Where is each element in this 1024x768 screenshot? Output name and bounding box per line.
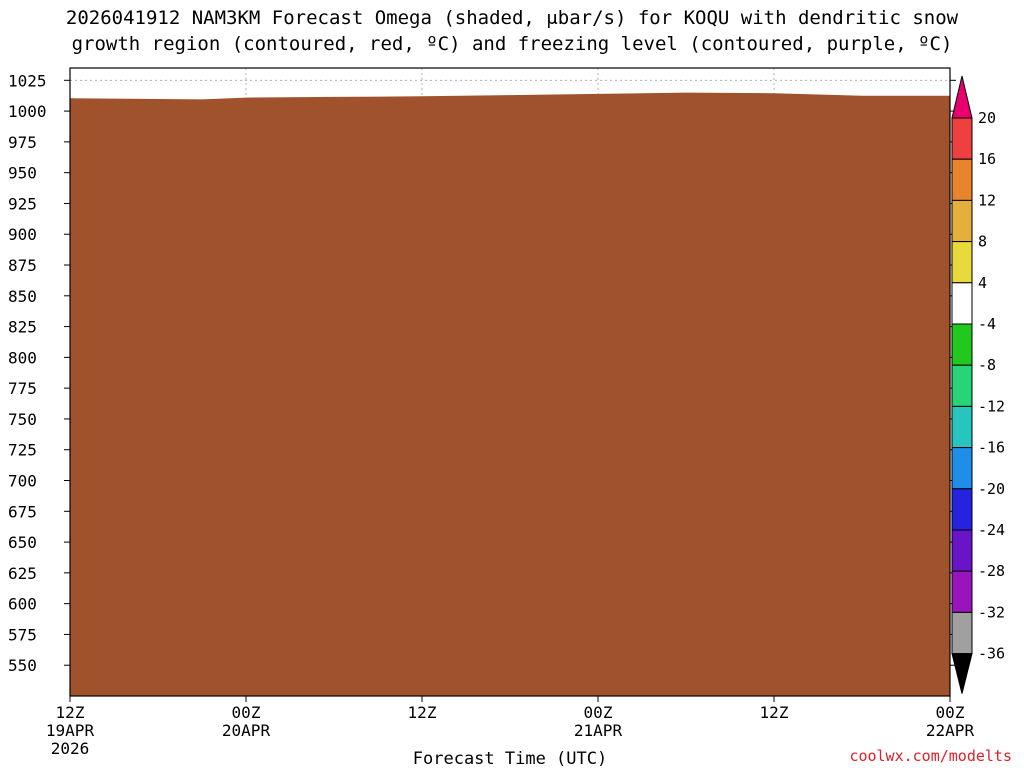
colorbar-label: -16 — [978, 439, 1005, 457]
colorbar-bin — [951, 158, 973, 201]
y-tick-label: 700 — [8, 472, 37, 491]
y-tick-label: 825 — [8, 318, 37, 337]
colorbar-label: 8 — [978, 233, 987, 251]
colorbar-label: 20 — [978, 109, 996, 127]
y-tick-label: 950 — [8, 164, 37, 183]
x-tick-date: 21APR — [574, 721, 623, 740]
colorbar-label: 12 — [978, 191, 996, 209]
y-tick-label: 575 — [8, 625, 37, 644]
y-tick-label: 925 — [8, 194, 37, 213]
y-tick-label: 550 — [8, 656, 37, 675]
y-tick-label: 975 — [8, 133, 37, 152]
colorbar-bin — [951, 282, 973, 325]
colorbar-label: 4 — [978, 274, 987, 292]
colorbar: 20 16 12 8 4 -4 -8 -12 -16 -20 -24 -28 -32 -36 — [951, 75, 1005, 694]
colorbar-bin — [951, 364, 973, 407]
x-tick-label: 00Z — [232, 703, 261, 722]
colorbar-label: -36 — [978, 645, 1005, 663]
colorbar-label: 16 — [978, 150, 996, 168]
y-tick-label: 725 — [8, 441, 37, 460]
x-tick-date: 19APR — [46, 721, 95, 740]
x-tick-label: 12Z — [408, 703, 437, 722]
y-tick-label: 800 — [8, 348, 37, 367]
x-tick-date: 20APR — [222, 721, 271, 740]
y-tick-label: 750 — [8, 410, 37, 429]
colorbar-label: -20 — [978, 480, 1005, 498]
colorbar-bin — [951, 117, 973, 160]
y-tick-label: 775 — [8, 379, 37, 398]
y-axis-ticks: 550 575 600 625 650 675 700 725 750 775 800 825 850 8… — [8, 71, 956, 675]
colorbar-bin — [951, 323, 973, 366]
y-tick-label: 650 — [8, 533, 37, 552]
y-tick-label: 850 — [8, 287, 37, 306]
x-tick-label: 00Z — [584, 703, 613, 722]
y-tick-label: 675 — [8, 502, 37, 521]
colorbar-label: -12 — [978, 397, 1005, 415]
colorbar-bin — [951, 447, 973, 490]
y-tick-label: 900 — [8, 225, 37, 244]
colorbar-bin — [951, 611, 973, 655]
terrain — [70, 92, 950, 696]
colorbar-cap-bottom — [951, 653, 973, 694]
x-axis-label: Forecast Time (UTC) — [413, 749, 607, 768]
colorbar-label: -32 — [978, 603, 1005, 621]
colorbar-label: -28 — [978, 562, 1005, 580]
colorbar-bin — [951, 405, 973, 449]
colorbar-bin — [951, 529, 973, 572]
y-tick-label: 875 — [8, 256, 37, 275]
colorbar-bin — [951, 570, 973, 613]
plot-frame — [69, 67, 951, 697]
colorbar-bin — [951, 488, 973, 531]
y-tick-label: 1000 — [8, 102, 47, 121]
y-tick-label: 625 — [8, 564, 37, 583]
chart-title-line-2: growth region (contoured, red, ºC) and f… — [72, 33, 953, 55]
colorbar-label: -4 — [978, 315, 996, 333]
colorbar-label: -8 — [978, 356, 996, 374]
colorbar-bin — [951, 241, 973, 284]
colorbar-cap-top — [951, 75, 973, 119]
x-tick-year: 2026 — [51, 739, 90, 758]
x-tick-label: 00Z — [936, 703, 965, 722]
chart-title-line-1: 2026041912 NAM3KM Forecast Omega (shaded… — [66, 7, 959, 29]
colorbar-label: -24 — [978, 521, 1005, 539]
x-tick-label: 12Z — [56, 703, 85, 722]
colorbar-bin — [951, 199, 973, 243]
y-tick-label: 600 — [8, 595, 37, 614]
credit-text: coolwx.com/modelts — [849, 747, 1012, 765]
x-tick-date: 22APR — [926, 721, 975, 740]
y-tick-label: 1025 — [8, 71, 47, 90]
x-tick-label: 12Z — [760, 703, 789, 722]
terrain-surface — [70, 92, 950, 696]
